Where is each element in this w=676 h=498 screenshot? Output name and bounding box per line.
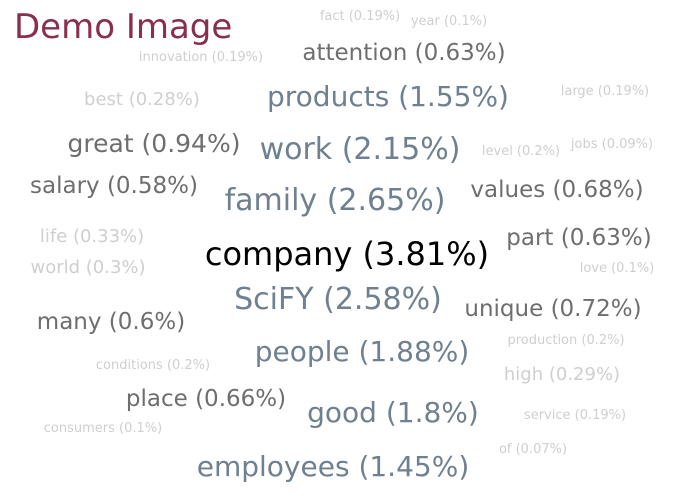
word-many: many (0.6%) — [36, 308, 186, 335]
word-conditions: conditions (0.2%) — [95, 357, 211, 373]
word-part: part (0.63%) — [506, 224, 652, 251]
word-production: production (0.2%) — [507, 332, 625, 348]
word-family: family (2.65%) — [224, 183, 446, 218]
word-attention: attention (0.63%) — [302, 39, 506, 66]
word-good: good (1.8%) — [307, 396, 479, 429]
word-people: people (1.88%) — [254, 335, 470, 368]
word-service: service (0.19%) — [523, 407, 627, 423]
word-world: world (0.3%) — [30, 257, 146, 278]
word-life: life (0.33%) — [39, 226, 145, 247]
word-of: of (0.07%) — [498, 441, 568, 457]
word-employees: employees (1.45%) — [196, 450, 470, 483]
word-products: products (1.55%) — [267, 80, 509, 113]
word-place: place (0.66%) — [125, 385, 287, 412]
word-innovation: innovation (0.19%) — [138, 49, 264, 65]
word-consumers: consumers (0.1%) — [43, 420, 163, 436]
word-salary: salary (0.58%) — [30, 172, 198, 199]
word-great: great (0.94%) — [67, 128, 241, 158]
word-fact: fact (0.19%) — [319, 8, 401, 24]
word-company: company (3.81%) — [204, 235, 490, 273]
word-jobs: jobs (0.09%) — [570, 136, 654, 152]
word-love: love (0.1%) — [579, 260, 655, 276]
word-level: level (0.2%) — [481, 143, 561, 159]
word-values: values (0.68%) — [470, 176, 644, 203]
word-large: large (0.19%) — [560, 83, 650, 99]
word-year: year (0.1%) — [410, 13, 488, 29]
word-unique: unique (0.72%) — [464, 295, 642, 322]
word-high: high (0.29%) — [503, 364, 621, 385]
chart-title: Demo Image — [14, 7, 233, 47]
word-best: best (0.28%) — [84, 89, 200, 110]
word-work: work (2.15%) — [259, 132, 461, 167]
word-scify: SciFY (2.58%) — [234, 282, 442, 317]
